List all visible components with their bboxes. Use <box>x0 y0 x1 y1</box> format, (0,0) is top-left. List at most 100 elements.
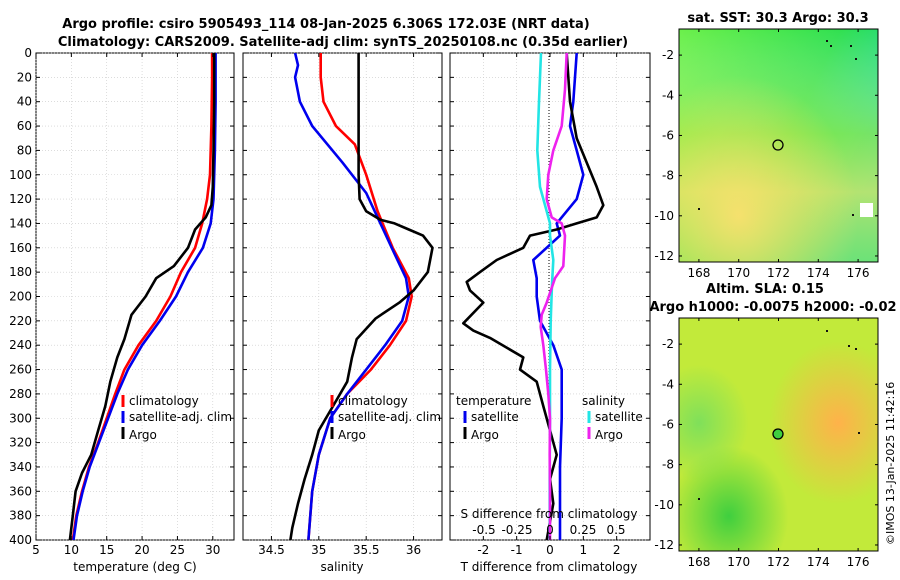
x-tick-label: 25 <box>170 543 185 557</box>
legend-t-argo-label: Argo <box>471 428 499 442</box>
depth-tick-label: 160 <box>9 241 32 255</box>
series-line-satellite-adj-clim <box>293 53 411 540</box>
legend-salinity-title: salinity <box>582 394 625 408</box>
legend-satellite-label: satellite-adj. clim <box>129 410 232 424</box>
sst-map-ticks: 168 170 172 174 176 -2 -4 -6 -8 -10 -12 <box>654 29 878 280</box>
x-tick-label: 15 <box>99 543 114 557</box>
x-tick-label: 0 <box>546 543 554 557</box>
depth-tick-label: 200 <box>9 290 32 304</box>
sst-map-land-dots <box>698 40 857 216</box>
map-y-tick-label: -4 <box>662 377 674 391</box>
difference-ticks: -2 -1 0 1 2 <box>450 52 650 557</box>
sst-map-panel: sat. SST: 30.3 Argo: 30.3 168 170 172 174 17… <box>654 11 879 280</box>
depth-tick-label: 400 <box>9 533 32 547</box>
legend-climatology-label: climatology <box>338 394 408 408</box>
depth-tick-label: 60 <box>17 119 32 133</box>
map-y-tick-label: -6 <box>662 128 674 142</box>
map-y-tick-label: -8 <box>662 458 674 472</box>
s-diff-tick-label: 0.25 <box>570 523 597 537</box>
depth-tick-label: 360 <box>9 484 32 498</box>
salinity-ticks: 34.5 35 35.5 36 <box>243 52 442 557</box>
s-diff-tick-label: 0 <box>546 523 554 537</box>
s-diff-tick-label: -0.5 <box>472 523 495 537</box>
depth-tick-label: 20 <box>17 70 32 84</box>
map-x-tick-label: 174 <box>807 555 830 569</box>
depth-tick-label: 40 <box>17 95 32 109</box>
legend-s-argo-label: Argo <box>595 428 623 442</box>
x-tick-label: 36 <box>406 543 421 557</box>
map-x-tick-label: 172 <box>767 266 790 280</box>
legend-satellite-label: satellite-adj. clim <box>338 410 441 424</box>
map-y-tick-label: -10 <box>654 209 674 223</box>
difference-series <box>462 53 605 540</box>
depth-tick-label: 340 <box>9 460 32 474</box>
salinity-diff-ticks: -0.5 -0.25 0 0.25 0.5 <box>472 523 625 537</box>
depth-tick-label: 300 <box>9 411 32 425</box>
legend-s-satellite-label: satellite <box>595 410 643 424</box>
map-x-tick-label: 172 <box>767 555 790 569</box>
map-y-tick-label: -12 <box>654 538 674 552</box>
legend-climatology-label: climatology <box>129 394 199 408</box>
series-line-argo <box>68 53 216 540</box>
sst-map-missing-patch <box>860 203 873 217</box>
figure-title-line2: Climatology: CARS2009. Satellite-adj cli… <box>58 35 628 50</box>
x-tick-label: -2 <box>477 543 489 557</box>
sla-map-argo-marker <box>772 428 784 440</box>
depth-tick-label: 180 <box>9 265 32 279</box>
map-x-tick-label: 170 <box>727 266 750 280</box>
s-diff-tick-label: 0.5 <box>606 523 625 537</box>
legend-temperature-title: temperature <box>456 394 531 408</box>
map-y-tick-label: -10 <box>654 498 674 512</box>
map-y-tick-label: -2 <box>662 48 674 62</box>
x-tick-label: 2 <box>613 543 621 557</box>
depth-tick-label: 140 <box>9 216 32 230</box>
salinity-legend: climatology satellite-adj. clim Argo <box>330 394 441 442</box>
series-line-s-argo <box>539 53 568 540</box>
sst-map-warm-blob <box>679 29 878 262</box>
x-tick-label: 5 <box>32 543 40 557</box>
salinity-series <box>289 53 434 540</box>
map-x-tick-label: 176 <box>847 555 870 569</box>
depth-tick-label: 80 <box>17 143 32 157</box>
depth-tick-label: 0 <box>24 46 32 60</box>
x-tick-label: 10 <box>64 543 79 557</box>
depth-tick-label: 220 <box>9 314 32 328</box>
sla-map-subtitle: Argo h1000: -0.0075 h2000: -0.02 <box>649 300 896 315</box>
difference-panel: -2 -1 0 1 2 T difference from climatology S … <box>449 52 651 574</box>
map-x-tick-label: 168 <box>687 555 710 569</box>
figure-title-line1: Argo profile: csiro 5905493_114 08-Jan-2… <box>62 17 589 32</box>
temperature-ticks: 0 20 40 60 80 100 120 140 160 180 200 220 240 260 280 3… <box>9 46 234 557</box>
depth-tick-label: 240 <box>9 338 32 352</box>
map-x-tick-label: 174 <box>807 266 830 280</box>
depth-tick-label: 280 <box>9 387 32 401</box>
map-y-tick-label: -2 <box>662 337 674 351</box>
s-diff-tick-label: -0.25 <box>501 523 532 537</box>
depth-tick-label: 380 <box>9 509 32 523</box>
difference-xlabel: T difference from climatology <box>460 560 638 574</box>
depth-tick-label: 320 <box>9 436 32 450</box>
legend-t-satellite-label: satellite <box>471 410 519 424</box>
temperature-xlabel: temperature (deg C) <box>73 560 196 574</box>
imos-timestamp: ©IMOS 13-Jan-2025 11:42:16 <box>884 382 897 545</box>
x-tick-label: 35 <box>311 543 326 557</box>
depth-tick-label: 260 <box>9 363 32 377</box>
map-x-tick-label: 176 <box>847 266 870 280</box>
sst-map-argo-marker <box>772 139 784 151</box>
legend-argo-label: Argo <box>129 428 157 442</box>
map-x-tick-label: 168 <box>687 266 710 280</box>
series-line-t-satellite <box>532 53 585 540</box>
temperature-legend: climatology satellite-adj. clim Argo <box>121 394 232 442</box>
x-tick-label: 35.5 <box>353 543 380 557</box>
x-tick-label: 1 <box>580 543 588 557</box>
sla-map-ticks: 168 170 172 174 176 -2 -4 -6 -8 -10 -12 <box>654 318 878 569</box>
legend-argo-label: Argo <box>338 428 366 442</box>
temperature-series <box>68 53 217 540</box>
map-y-tick-label: -12 <box>654 249 674 263</box>
salinity-xlabel: salinity <box>320 560 363 574</box>
difference-legend: temperature satellite Argo salinity sate… <box>456 394 643 442</box>
map-x-tick-label: 170 <box>727 555 750 569</box>
map-y-tick-label: -4 <box>662 88 674 102</box>
series-line-argo <box>289 53 434 540</box>
sla-map-panel: Altim. SLA: 0.15 Argo h1000: -0.0075 h20… <box>649 282 896 569</box>
